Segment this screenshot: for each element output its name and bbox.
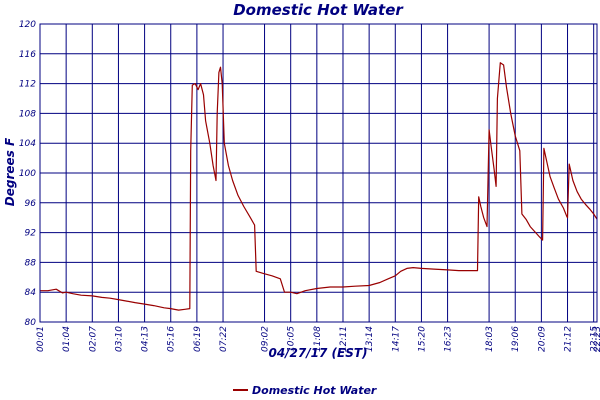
x-tick-label: 06:19	[193, 326, 203, 352]
y-axis-label: Degrees F	[3, 137, 17, 206]
x-tick-label: 04:13	[141, 326, 151, 352]
y-tick-label: 88	[25, 258, 37, 268]
x-tick-label: 22:15	[590, 326, 600, 352]
y-tick-labels: 80 84 88 92 96 100 104 108 112 116 120	[19, 20, 36, 328]
x-tick-label: 21:12	[564, 326, 574, 352]
y-tick-label: 120	[19, 20, 36, 30]
x-tick-label: 09:02	[261, 326, 271, 352]
y-tick-label: 108	[19, 109, 36, 119]
series-line	[40, 62, 598, 311]
legend: Domestic Hot Water	[233, 384, 377, 397]
y-tick-label: 100	[19, 169, 36, 179]
x-tick-label: 01:04	[62, 326, 72, 352]
x-tick-label: 11:08	[313, 326, 323, 352]
x-tick-label: 22:23	[593, 326, 600, 352]
y-tick-label: 92	[25, 229, 37, 239]
plot-frame	[39, 23, 598, 323]
x-tick-label: 03:10	[114, 326, 124, 352]
x-tick-label: 19:06	[511, 326, 521, 352]
y-tick-label: 116	[19, 50, 36, 60]
x-tick-label: 12:11	[339, 326, 349, 352]
x-tick-label: 20:09	[537, 326, 547, 352]
x-tick-label: 18:03	[485, 326, 495, 352]
x-tick-label: 07:22	[219, 326, 229, 352]
y-tick-label: 80	[25, 318, 37, 328]
x-axis-label: 04/27/17 (EST)	[268, 346, 367, 360]
chart-title: Domestic Hot Water	[233, 1, 404, 19]
series-group	[40, 62, 598, 311]
x-tick-label: 00:01	[36, 326, 46, 352]
y-tick-label: 104	[19, 139, 36, 149]
legend-entry: Domestic Hot Water	[252, 384, 377, 397]
x-tick-label: 15:20	[417, 326, 427, 352]
x-tick-label: 10:05	[287, 326, 297, 352]
y-tick-label: 96	[25, 199, 37, 209]
y-tick-label: 84	[25, 288, 37, 298]
x-tick-labels: 00:01 01:04 02:07 03:10 04:13 05:16 06:19 07:22…	[36, 326, 600, 352]
x-tick-label: 02:07	[88, 326, 98, 352]
x-tick-label: 16:23	[444, 326, 454, 352]
y-tick-label: 112	[19, 80, 36, 90]
x-tick-label: 14:17	[391, 326, 401, 352]
x-tick-label: 05:16	[167, 326, 177, 352]
x-tick-label: 13:14	[365, 326, 375, 352]
